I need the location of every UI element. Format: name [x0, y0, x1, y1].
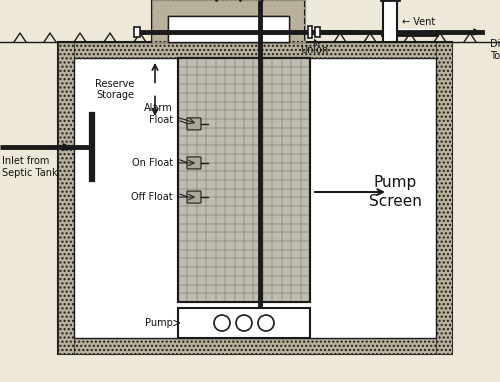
Text: Alarm
Float: Alarm Float [144, 103, 173, 125]
Text: ← Vent: ← Vent [402, 17, 435, 27]
Bar [58, 42, 74, 354]
Text: On Float: On Float [132, 158, 173, 168]
Bar [178, 58, 310, 302]
Bar [134, 27, 140, 37]
Text: Pump
Screen: Pump Screen [368, 175, 422, 209]
FancyBboxPatch shape [187, 157, 201, 169]
Bar [58, 42, 452, 354]
FancyBboxPatch shape [187, 191, 201, 203]
Circle shape [258, 315, 274, 331]
Bar [152, 0, 305, 42]
Bar [74, 58, 436, 338]
Circle shape [236, 315, 252, 331]
Text: Inlet from
Septic Tank: Inlet from Septic Tank [2, 156, 58, 178]
Bar [383, 0, 397, 42]
Bar [315, 27, 320, 37]
Text: Pump: Pump [145, 318, 173, 328]
Bar [436, 42, 452, 354]
Bar [178, 58, 310, 302]
Circle shape [214, 315, 230, 331]
Text: Discharge Pipe
To Sand Filter: Discharge Pipe To Sand Filter [490, 39, 500, 61]
Bar [58, 338, 452, 354]
Bar [58, 42, 452, 58]
Text: Reserve
Storage: Reserve Storage [96, 79, 134, 100]
Bar [178, 308, 310, 338]
Bar [168, 16, 289, 42]
Text: Off Float: Off Float [132, 192, 173, 202]
Bar [308, 26, 312, 38]
FancyBboxPatch shape [187, 118, 201, 130]
Bar [152, 0, 305, 42]
Bar [168, 16, 289, 42]
Text: Union: Union [300, 45, 328, 55]
